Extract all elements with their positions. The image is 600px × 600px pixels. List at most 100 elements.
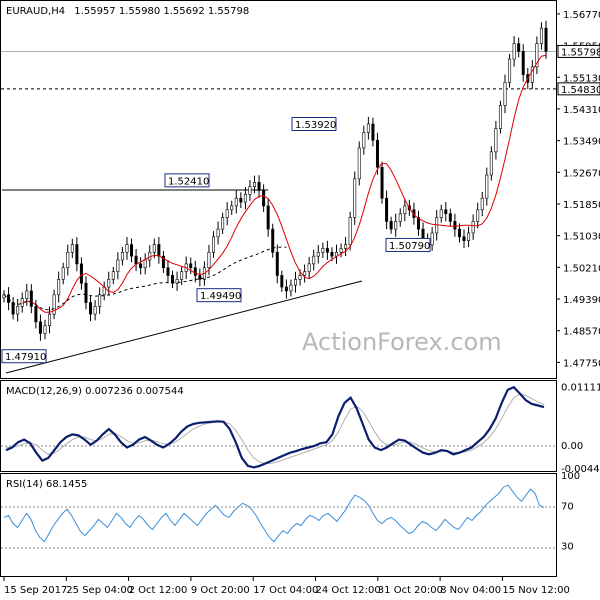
candle-body [462,236,466,241]
price-tick-label: 1.52670 [563,168,600,179]
rsi-line [3,484,545,543]
candle-body [357,147,361,180]
candle-body [353,178,357,218]
rsi-label: RSI(14) 68.1455 [6,479,87,490]
candle-body [325,248,329,253]
candle-body [148,251,152,261]
candle-body [321,248,325,253]
candle-body [93,306,97,315]
candle-body [385,197,389,222]
rising-trendline [5,280,363,374]
candle-body [180,271,184,280]
price-tick-label: 1.50210 [563,263,600,274]
candle-body [530,66,534,83]
candle-body [289,284,293,292]
symbol-label: EURAUD,H4 [6,6,65,17]
price-tick-label: 1.48570 [563,327,600,338]
candle-body [221,217,225,230]
candle-body [248,186,252,195]
candle-body [371,123,375,141]
price-tick-label: 1.49390 [563,295,600,306]
candle-body [498,105,502,129]
candle-body [539,27,543,44]
candle-body [262,190,266,207]
price-tick-label: 1.47750 [563,358,600,369]
candle-body [239,197,243,203]
candle-body [544,27,548,52]
price-annotation-box [1,349,47,364]
candle-body [43,325,47,334]
price-tick-label: 1.51030 [563,232,600,243]
candle-body [125,244,129,253]
macd-tick-label: -0.004419 [561,464,600,475]
candle-body [48,313,52,327]
candle-body [476,209,480,222]
candle-body [34,306,38,323]
price-tick-label: 1.51850 [563,200,600,211]
candle-body [330,251,334,257]
price-tick-label: 1.56770 [563,10,600,21]
time-tick-label: 15 Nov 12:00 [502,585,569,596]
candle-body [471,221,475,234]
candle-body [512,43,516,60]
candle-body [75,244,79,265]
candle-body [344,244,348,249]
candle-body [25,290,29,299]
macd-panel-frame [0,380,557,472]
level-price-marker: 1.54830 [557,82,600,96]
candle-body [280,275,284,288]
macd-tick-label: 0.011111 [561,383,600,394]
price-annotation-label: 1.53920 [295,120,336,131]
ohlc-readout: 1.55957 1.55980 1.55692 1.55798 [74,6,249,17]
price-tick-label: 1.55130 [563,73,600,84]
candle-body [107,279,111,288]
level-price-label: 1.54830 [561,85,600,96]
watermark: ActionForex.com [302,328,502,356]
candle-body [89,302,93,315]
macd-tick-label: 0.00 [561,441,583,452]
moving-average-line [21,54,547,313]
candle-body [380,166,384,199]
candle-body [375,139,379,168]
candle-body [494,128,498,153]
candle-body [120,251,124,261]
current-price-box [557,44,600,58]
price-annotation-label: 1.47910 [5,352,46,363]
candle-body [339,248,343,253]
candle-body [298,275,302,280]
macd-signal-line [6,393,545,465]
rsi-tick-label: 30 [561,542,574,553]
candlestick-series [2,20,548,341]
price-tick-label: 1.54310 [563,105,600,116]
candle-body [84,282,88,303]
candle-body [293,279,297,286]
price-annotation-box [291,117,337,132]
candle-body [207,251,211,269]
candle-body [166,267,170,276]
candle-body [212,236,216,253]
candle-body [398,213,402,222]
candle-body [403,205,407,214]
price-panel-frame [0,0,557,379]
candle-body [66,251,70,269]
candle-body [284,286,288,292]
candle-body [111,271,115,280]
macd-main-line [5,385,545,469]
candle-body [448,213,452,222]
price-annotation-box [196,288,242,303]
candle-body [430,232,434,246]
candle-body [29,290,33,307]
candle-body [52,294,56,315]
price-tick-label: 1.53490 [563,137,600,148]
time-tick-label: 8 Nov 04:00 [440,585,501,596]
current-price-marker: 1.55798 [557,44,600,58]
candle-body [453,221,457,230]
candle-body [439,209,443,218]
candle-body [394,221,398,230]
candle-body [234,197,238,207]
price-annotation-label: 1.49490 [200,291,241,302]
candle-body [303,271,307,276]
candle-body [366,123,370,133]
price-annotation-label: 1.52410 [168,176,209,187]
